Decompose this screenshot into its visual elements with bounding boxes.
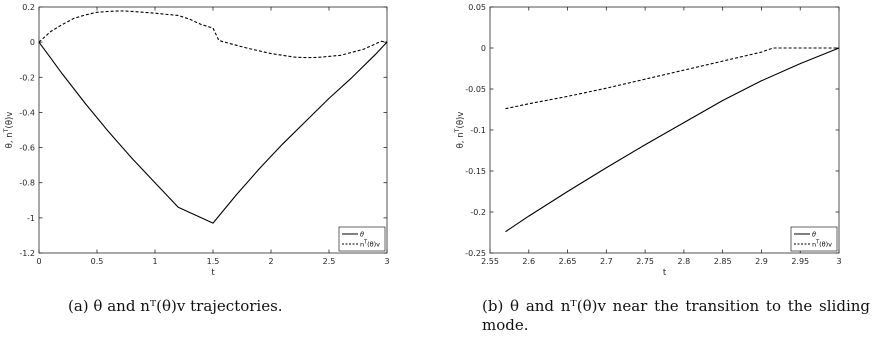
y-axis-label: θ, nT(θ)v <box>2 112 15 149</box>
y-tick-label: -0.1 <box>470 126 486 135</box>
series-ntv-line <box>505 47 839 110</box>
x-tick-label: 0.5 <box>91 257 104 266</box>
x-tick-label: 2.7 <box>600 257 613 266</box>
legend-entry: θ <box>360 231 364 239</box>
x-tick-label: 2.65 <box>559 257 577 266</box>
x-tick-label: 3 <box>836 257 841 266</box>
chart-panel-b: 2.55 2.6 2.65 2.7 2.75 2.8 2.85 2.9 2.95 3 -0.25 -0… <box>453 3 842 278</box>
series-theta-line <box>38 41 388 224</box>
x-tick-label: 2.8 <box>678 257 691 266</box>
y-tick-label: 0 <box>481 44 486 53</box>
y-tick-label: 0 <box>30 38 35 47</box>
x-tick-label: 0 <box>36 257 41 266</box>
x-tick-label: 2.75 <box>636 257 654 266</box>
caption-b: (b) θ and nᵀ(θ)v near the transition to … <box>482 297 870 334</box>
axes-box <box>489 6 840 254</box>
series-ntv-line <box>38 10 388 59</box>
y-tick-label: -0.4 <box>19 108 35 117</box>
chart-panel-a: 0 0.5 1 1.5 2 2.5 3 -1.2 -1 -0.8 -0.6 -0.4 -0.2 0 0.2 t… <box>2 3 390 278</box>
legend-box <box>338 226 386 252</box>
x-axis-label: t <box>211 268 215 278</box>
caption-a: (a) θ and nᵀ(θ)v trajectories. <box>68 297 283 315</box>
y-tick-label: -0.2 <box>470 208 486 217</box>
x-tick-label: 2.85 <box>714 257 732 266</box>
x-axis-label: t <box>663 268 667 278</box>
legend-entry: nT(θ)v <box>812 240 832 249</box>
axes-box <box>38 6 388 254</box>
legend-entry: θ <box>812 231 816 239</box>
x-tick-label: 2.9 <box>755 257 768 266</box>
y-tick-label: 0.2 <box>22 3 35 12</box>
y-tick-label: -0.2 <box>19 73 35 82</box>
x-tick-label: 2.6 <box>522 257 535 266</box>
y-tick-label: 0.05 <box>468 3 486 12</box>
y-tick-label: -0.25 <box>465 249 486 258</box>
x-tick-label: 2.55 <box>481 257 499 266</box>
legend-box <box>790 226 838 252</box>
legend: θnT(θ)v <box>338 226 386 252</box>
x-tick-label: 1 <box>152 257 157 266</box>
series-theta-line <box>505 47 840 233</box>
x-tick-label: 2.5 <box>323 257 336 266</box>
x-tick-label: 1.5 <box>207 257 220 266</box>
x-tick-label: 3 <box>384 257 389 266</box>
y-tick-label: -0.15 <box>465 167 486 176</box>
y-tick-label: -0.05 <box>465 85 486 94</box>
y-tick-label: -0.6 <box>19 144 35 153</box>
x-tick-label: 2.95 <box>791 257 809 266</box>
y-tick-label: -1.2 <box>19 249 35 258</box>
x-tick-label: 2 <box>268 257 273 266</box>
legend: θnT(θ)v <box>790 226 838 252</box>
legend-entry: nT(θ)v <box>360 240 380 249</box>
y-tick-label: -0.8 <box>19 179 35 188</box>
y-axis-label: θ, nT(θ)v <box>453 112 466 149</box>
y-tick-label: -1 <box>27 214 35 223</box>
